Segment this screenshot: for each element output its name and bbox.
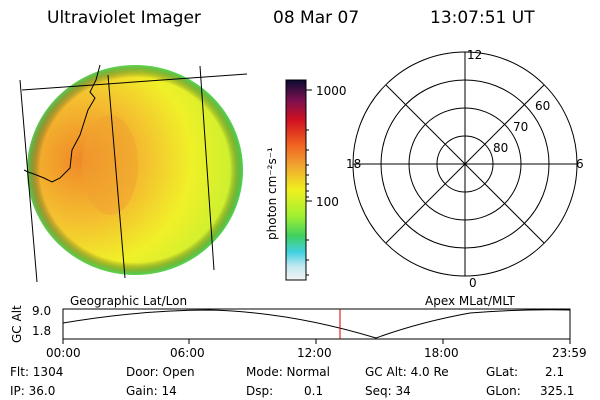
colorbar-tick-1000: 1000 xyxy=(316,84,347,98)
mlt-label-18: 18 xyxy=(346,157,362,171)
glat-label: GLat: xyxy=(486,365,519,379)
altitude-xtick-3: 18:00 xyxy=(424,346,459,360)
sequence-number: Seq: 34 xyxy=(365,384,411,398)
dsp-label: Dsp: xyxy=(246,384,274,398)
altitude-left-title: Geographic Lat/Lon xyxy=(70,294,188,308)
colorbar-tick-100: 100 xyxy=(316,195,339,209)
glon-value: 325.1 xyxy=(540,384,575,398)
mlt-label-12: 12 xyxy=(467,48,483,62)
altitude-right-title: Apex MLat/MLT xyxy=(425,294,515,308)
altitude-xtick-0: 00:00 xyxy=(46,346,81,360)
lat-label-80: 80 xyxy=(493,141,509,155)
flight-number: Flt: 1304 xyxy=(10,365,64,379)
gc-altitude: GC Alt: 4.0 Re xyxy=(365,365,449,379)
altitude-curve xyxy=(62,309,571,339)
time-label: 13:07:51 UT xyxy=(430,8,535,28)
mlt-label-0: 0 xyxy=(469,276,477,290)
altitude-ytick-low: 1.8 xyxy=(32,324,52,338)
altitude-xtick-1: 06:00 xyxy=(170,346,205,360)
mode-value: Mode: Normal xyxy=(246,365,330,379)
lat-label-70: 70 xyxy=(513,120,529,134)
instrument-title: Ultraviolet Imager xyxy=(47,8,201,28)
altitude-plot xyxy=(62,308,571,344)
polar-plot xyxy=(352,51,578,277)
dsp-value: 0.1 xyxy=(304,384,324,398)
door-status: Door: Open xyxy=(126,365,195,379)
colorbar-gradient xyxy=(285,79,307,281)
colorbar-unit-label: photon cm⁻²s⁻¹ xyxy=(265,147,279,240)
coastline xyxy=(23,64,101,183)
ip-value: IP: 36.0 xyxy=(10,384,56,398)
altitude-xtick-2: 12:00 xyxy=(297,346,332,360)
mlt-label-6: 6 xyxy=(576,157,584,171)
date-label: 08 Mar 07 xyxy=(273,8,360,28)
colorbar xyxy=(285,79,312,281)
glon-label: GLon: xyxy=(486,384,521,398)
lat-label-60: 60 xyxy=(535,99,551,113)
altitude-ylabel: GC Alt xyxy=(10,305,24,343)
glat-value: 2.1 xyxy=(545,365,565,379)
altitude-xtick-4: 23:59 xyxy=(552,346,587,360)
geographic-grid xyxy=(19,64,248,283)
gain-value: Gain: 14 xyxy=(126,384,177,398)
altitude-ytick-high: 9.0 xyxy=(32,304,52,318)
